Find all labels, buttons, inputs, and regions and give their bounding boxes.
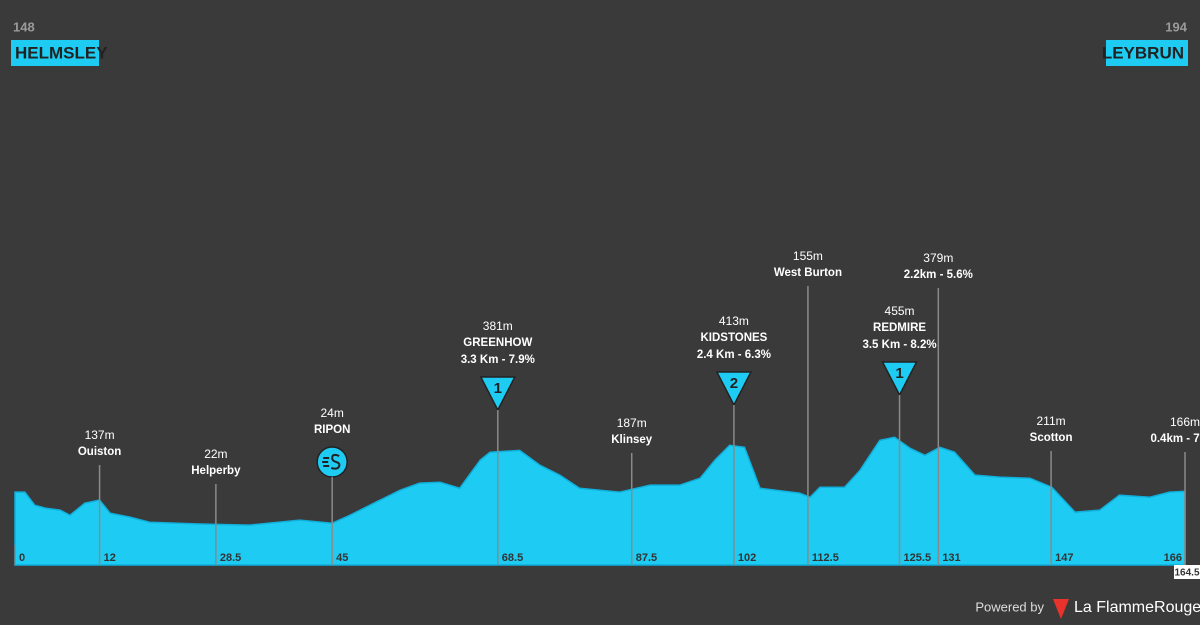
waypoint-label: 22m — [204, 447, 227, 461]
x-tick-label: 112.5 — [812, 552, 839, 564]
end-label: 164.5 — [1174, 568, 1199, 579]
footer-brand: La FlammeRouge — [1074, 599, 1200, 616]
x-tick-label: 68.5 — [502, 552, 523, 564]
waypoint-label: 3.3 Km - 7.9% — [461, 354, 535, 366]
waypoint-label: Scotton — [1030, 432, 1073, 444]
waypoint-label: 137m — [85, 428, 115, 442]
start-name: HELMSLEY — [15, 43, 108, 62]
waypoint-label: Klinsey — [611, 434, 653, 446]
x-tick-label: 147 — [1055, 552, 1073, 564]
waypoint-label: Helperby — [191, 465, 241, 477]
waypoint-label: 2.4 Km - 6.3% — [697, 349, 771, 361]
x-tick-label: 0 — [19, 552, 25, 564]
finish-km: 194 — [1165, 19, 1187, 34]
waypoint-label: 2.2km - 5.6% — [904, 269, 973, 281]
climb-icon — [715, 371, 753, 407]
waypoint-label: 455m — [885, 304, 915, 318]
waypoint-label: 381m — [483, 319, 513, 333]
x-tick-label: 102 — [738, 552, 756, 564]
plot: 0 12 28.5 45 68.5 87.5 102 112.5 125.5 131 147 1661… — [14, 249, 1200, 579]
waypoint-label: 3.5 Km - 8.2% — [862, 339, 936, 351]
start-box — [11, 40, 99, 66]
climb-category: 1 — [895, 365, 903, 382]
start-km: 148 — [13, 19, 35, 34]
waypoint-label: REDMIRE — [873, 322, 926, 334]
sprint-icon — [316, 446, 348, 478]
climb-category: 2 — [730, 375, 738, 392]
waypoint-label: West Burton — [774, 267, 842, 279]
x-tick-label: 12 — [104, 552, 116, 564]
waypoint-label: 166m — [1170, 415, 1200, 429]
waypoint-label: 155m — [793, 249, 823, 263]
waypoint-label: 187m — [617, 416, 647, 430]
footer-logo — [1053, 599, 1069, 619]
x-tick-label: 131 — [942, 552, 960, 564]
end-box — [1174, 565, 1200, 579]
waypoint-label: 211m — [1037, 414, 1066, 428]
x-tick-label: 166 — [1164, 552, 1182, 564]
elevation-area — [14, 436, 1186, 566]
waypoint-label: KIDSTONES — [700, 332, 767, 344]
climb-icon — [881, 361, 918, 397]
x-tick-label: 125.5 — [904, 552, 932, 564]
x-tick-label: 45 — [336, 552, 348, 564]
waypoint-label: 24m — [320, 406, 343, 420]
waypoint-label: Ouiston — [78, 446, 121, 458]
climb-category: 1 — [494, 380, 502, 397]
waypoint-label: 0.4km - 7.0% — [1150, 433, 1200, 445]
waypoint-label: 379m — [923, 251, 953, 265]
waypoint-label: RIPON — [314, 424, 350, 436]
climb-icon — [479, 376, 517, 412]
x-tick-label: 28.5 — [220, 552, 241, 564]
x-tick-label: 87.5 — [636, 552, 657, 564]
finish-box — [1106, 40, 1188, 66]
footer-prefix: Powered by — [975, 599, 1044, 614]
sprint-glyph — [322, 453, 341, 470]
waypoint-label: GREENHOW — [463, 337, 532, 349]
finish-name: LEYBRUN — [1102, 43, 1184, 62]
waypoint-label: 413m — [719, 314, 749, 328]
